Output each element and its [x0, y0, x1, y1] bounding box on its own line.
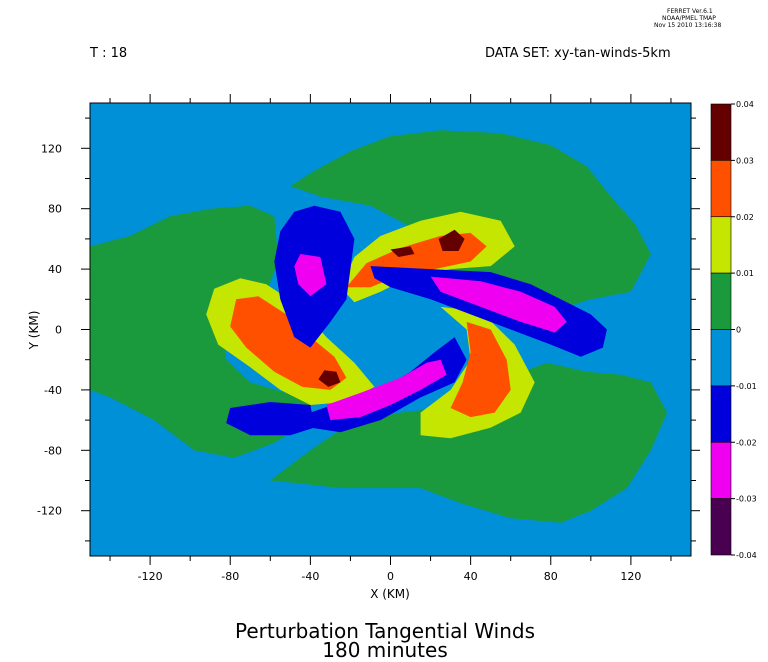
colorbar-label: 0.04 [736, 100, 754, 109]
chart-subtitle: 180 minutes [322, 638, 448, 662]
x-tick-label: -80 [221, 570, 239, 583]
contour-region-15 [430, 276, 567, 333]
colorbar-label: -0.04 [736, 551, 757, 560]
contour-regions [90, 130, 667, 523]
colorbar-label: -0.02 [736, 438, 757, 447]
contour-region-13 [294, 254, 327, 297]
contour-region-8 [438, 229, 465, 251]
x-axis-label: X (KM) [370, 587, 410, 601]
time-label: T : 18 [90, 46, 128, 61]
colorbar-swatch [710, 385, 732, 443]
colorbar-label: -0.01 [736, 382, 757, 391]
contour-region-11 [450, 321, 511, 418]
y-tick-label: 80 [48, 203, 62, 216]
contour-region-1 [270, 362, 667, 523]
y-tick-label: -120 [37, 505, 62, 518]
x-tick-label: -120 [138, 570, 163, 583]
y-tick-label: -40 [44, 384, 62, 397]
contour-region-18 [226, 402, 315, 436]
colorbar: 0.04 0.03 0.02 0.01 0 -0.01 -0.02 -0.03 -0.04 [710, 100, 757, 560]
y-tick-label: 40 [48, 263, 62, 276]
y-tick-label: 120 [41, 142, 62, 155]
colorbar-label: 0.03 [736, 156, 754, 165]
chart-title: Perturbation Tangential Winds [235, 619, 535, 643]
colorbar-label: 0.02 [736, 213, 754, 222]
y-axis-label: Y (KM) [27, 311, 41, 351]
y-tick-label: -80 [44, 444, 62, 457]
contour-region-14 [370, 266, 607, 357]
colorbar-swatch [710, 103, 732, 161]
colorbar-swatch [710, 498, 732, 556]
contour-region-4 [230, 296, 347, 390]
x-tick-label: -40 [301, 570, 319, 583]
x-tick-label: 80 [544, 570, 558, 583]
ferret-date-text: Nov 15 2010 13:16:38 [654, 22, 722, 29]
x-tick-label: 0 [387, 570, 394, 583]
colorbar-swatch [710, 216, 732, 274]
contour-region-17 [326, 359, 447, 421]
y-tick-label: 0 [55, 324, 62, 337]
colorbar-swatch [710, 160, 732, 218]
x-tick-label: 40 [464, 570, 478, 583]
contour-region-0 [90, 205, 311, 458]
colorbar-swatch [710, 441, 732, 499]
contour-region-5 [318, 370, 341, 387]
colorbar-swatch [710, 272, 732, 330]
colorbar-swatch [710, 329, 732, 387]
colorbar-label: -0.03 [736, 495, 757, 504]
colorbar-label: 0.01 [736, 269, 754, 278]
colorbar-label: 0 [736, 326, 741, 335]
ferret-org-text: NOAA/PMEL TMAP [662, 15, 716, 22]
axis-ticks: -120 -80 -40 0 40 80 120 120 80 40 0 -40 -80 -120 [37, 94, 700, 583]
x-tick-label: 120 [620, 570, 641, 583]
dataset-label: DATA SET: xy-tan-winds-5km [485, 46, 671, 61]
ferret-version-text: FERRET Ver.6.1 [667, 8, 713, 15]
contour-region-9 [390, 246, 415, 257]
